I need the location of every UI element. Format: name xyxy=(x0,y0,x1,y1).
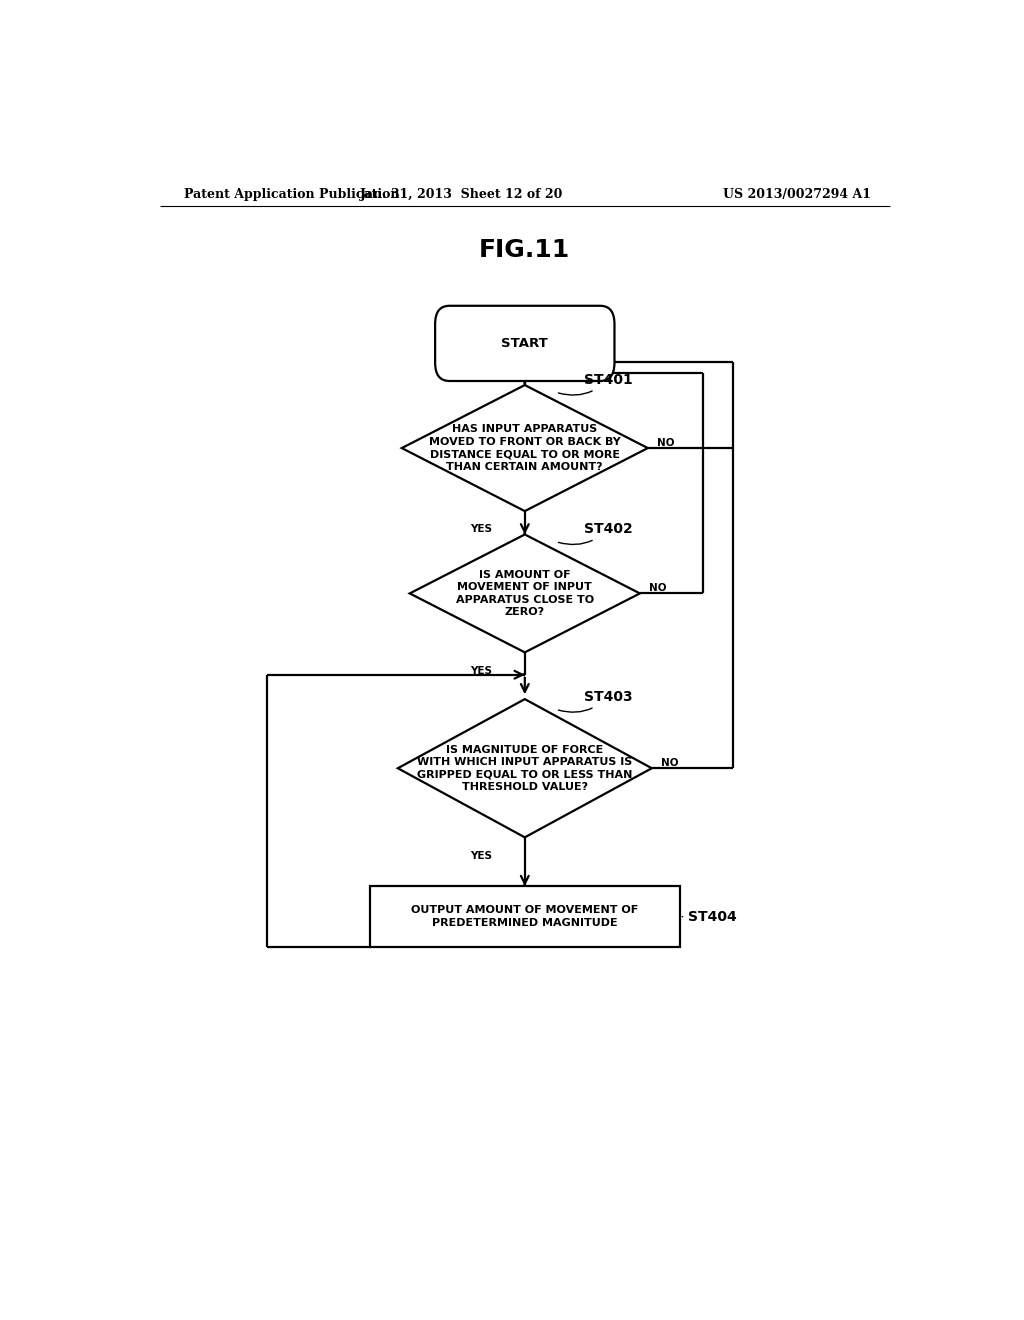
Text: YES: YES xyxy=(470,850,493,861)
Text: NO: NO xyxy=(662,758,679,768)
Text: US 2013/0027294 A1: US 2013/0027294 A1 xyxy=(723,189,871,202)
Polygon shape xyxy=(397,700,652,837)
FancyBboxPatch shape xyxy=(435,306,614,381)
Text: NO: NO xyxy=(649,583,667,593)
Text: ST403: ST403 xyxy=(558,690,632,713)
Bar xyxy=(370,886,680,948)
Text: Patent Application Publication: Patent Application Publication xyxy=(183,189,399,202)
Text: YES: YES xyxy=(470,524,493,535)
Text: ST401: ST401 xyxy=(558,374,632,395)
Text: START: START xyxy=(502,337,548,350)
Text: ST402: ST402 xyxy=(558,523,632,544)
Polygon shape xyxy=(401,385,648,511)
Text: IS AMOUNT OF
MOVEMENT OF INPUT
APPARATUS CLOSE TO
ZERO?: IS AMOUNT OF MOVEMENT OF INPUT APPARATUS… xyxy=(456,570,594,616)
Text: YES: YES xyxy=(470,665,493,676)
Polygon shape xyxy=(410,535,640,652)
Text: NO: NO xyxy=(657,438,675,447)
Text: ST404: ST404 xyxy=(682,909,737,924)
Text: IS MAGNITUDE OF FORCE
WITH WHICH INPUT APPARATUS IS
GRIPPED EQUAL TO OR LESS THA: IS MAGNITUDE OF FORCE WITH WHICH INPUT A… xyxy=(417,744,633,792)
Text: HAS INPUT APPARATUS
MOVED TO FRONT OR BACK BY
DISTANCE EQUAL TO OR MORE
THAN CER: HAS INPUT APPARATUS MOVED TO FRONT OR BA… xyxy=(429,425,621,471)
Text: OUTPUT AMOUNT OF MOVEMENT OF
PREDETERMINED MAGNITUDE: OUTPUT AMOUNT OF MOVEMENT OF PREDETERMIN… xyxy=(412,906,638,928)
Text: Jan. 31, 2013  Sheet 12 of 20: Jan. 31, 2013 Sheet 12 of 20 xyxy=(359,189,563,202)
Text: FIG.11: FIG.11 xyxy=(479,238,570,261)
